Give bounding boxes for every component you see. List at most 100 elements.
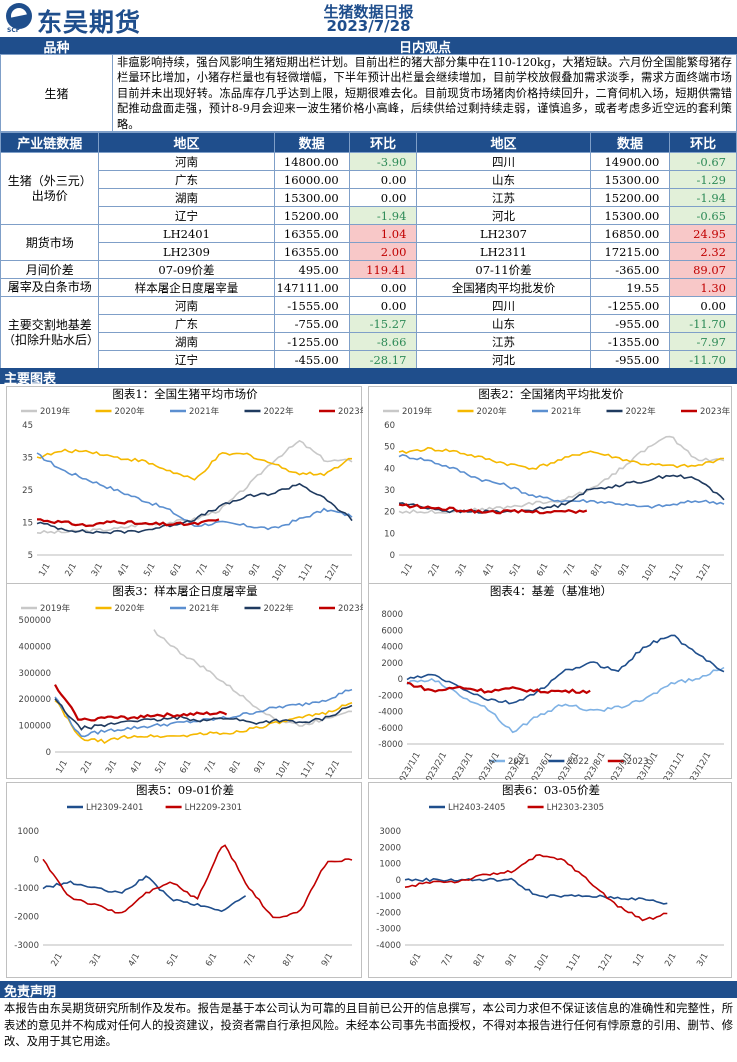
y-tick-label: 2000 <box>381 659 403 669</box>
legend-label: 2020年 <box>477 406 508 417</box>
table-value-cell: 17215.00 <box>589 242 671 261</box>
y-tick-label: 45 <box>22 421 33 431</box>
x-tick-label: 7/1 <box>440 952 456 969</box>
table-change-cell: 0.00 <box>348 296 418 315</box>
x-tick-label: 3/1 <box>88 952 104 969</box>
chart-title: 图表2：全国猪肉平均批发价 <box>478 387 624 401</box>
x-tick-label: 1/1 <box>54 759 70 776</box>
table-header-cell: 环比 <box>348 132 418 153</box>
y-tick-label: 1000 <box>379 860 401 870</box>
y-tick-label: 1000 <box>17 827 39 837</box>
table-region-cell: 样本屠企日度屠宰量 <box>98 278 275 297</box>
y-tick-label: -4000 <box>378 708 403 718</box>
view-header-bar: 品种 日内观点 <box>0 37 737 56</box>
table-region-cell: 广东 <box>98 170 275 189</box>
y-tick-label: -6000 <box>378 724 403 734</box>
x-tick-label: 11/1 <box>299 759 317 781</box>
table-group-label: 期货市场 <box>0 224 100 261</box>
chart-title: 图表1：全国生猪平均市场价 <box>112 387 258 401</box>
table-header-cell: 环比 <box>669 132 737 153</box>
table-value-cell: -1255.00 <box>589 296 671 315</box>
table-region-cell: 辽宁 <box>98 206 275 225</box>
table-region-cell: 湖南 <box>98 332 275 351</box>
y-tick-label: 300000 <box>19 669 51 679</box>
table-change-cell: 89.07 <box>669 260 737 279</box>
table-change-cell: -7.97 <box>669 332 737 351</box>
x-tick-label: 8/1 <box>228 759 244 776</box>
table-row: 主要交割地基差（扣除升贴水后） 河南 -1555.00 0.00 四川 -1255.00 0… <box>0 296 737 369</box>
x-tick-label: 1/1 <box>400 562 416 579</box>
table-change-cell: 0.00 <box>669 296 737 315</box>
table-header-cell: 地区 <box>98 132 275 153</box>
view-text: 非瘟影响持续，强台风影响生猪短期出栏计划。目前出栏的猪大部分集中在110-120… <box>112 54 737 132</box>
table-region-cell: 河北 <box>416 206 591 225</box>
series-line <box>42 844 353 919</box>
table-region-cell: 河南 <box>98 152 275 171</box>
chart-title: 图表5：09-01价差 <box>136 783 234 797</box>
table-value-cell: -365.00 <box>589 260 671 279</box>
series-line <box>54 699 353 745</box>
legend-label: LH2303-2305 <box>547 803 604 813</box>
table-header-cell: 产业链数据 <box>0 132 100 153</box>
x-tick-label: 11/1 <box>297 562 315 584</box>
series-line <box>398 446 724 470</box>
table-region-cell: 山东 <box>416 170 591 189</box>
x-tick-label: 5/1 <box>508 562 524 579</box>
report-date: 2023/7/28 <box>326 17 411 35</box>
table-row: 屠宰及白条市场 样本屠企日度屠宰量 147111.00 0.00 全国猪肉平均批发价 19… <box>0 278 737 297</box>
x-tick-label: 4/1 <box>481 562 497 579</box>
table-value-cell: 15200.00 <box>589 188 671 207</box>
y-tick-label: 0 <box>398 675 403 685</box>
table-region-cell: LH2307 <box>416 224 591 243</box>
y-tick-label: 0 <box>396 876 401 886</box>
legend-label: 2023年 <box>700 406 731 417</box>
y-tick-label: -2000 <box>376 908 401 918</box>
logo-sub: SCF <box>7 27 20 34</box>
report-header: SCF 东吴期货 生猪数据日报 2023/7/28 <box>0 0 737 37</box>
table-change-cell: -0.65 <box>669 206 737 225</box>
y-tick-label: 15 <box>22 519 33 529</box>
y-tick-label: -2000 <box>378 691 403 701</box>
y-tick-label: 4000 <box>381 643 403 653</box>
disclaimer-text: 本报告由东吴期货研究所制作及发布。报告是基于本公司认为可靠的且目前已公开的信息撰… <box>4 1002 733 1048</box>
table-change-cell: -8.66 <box>348 332 418 351</box>
table-change-cell: -0.67 <box>669 152 737 171</box>
series-line <box>54 698 353 731</box>
y-tick-label: 500000 <box>19 616 51 626</box>
table-value-cell: -755.00 <box>273 314 350 333</box>
y-tick-label: 0 <box>390 551 395 561</box>
x-tick-label: 12/1 <box>323 562 341 584</box>
table-change-cell: 2.00 <box>348 242 418 261</box>
table-value-cell: -1555.00 <box>273 296 350 315</box>
table-region-cell: 四川 <box>416 152 591 171</box>
chart-2: 图表2：全国猪肉平均批发价 2019年 2020年 2021年 2022年 2023年 0 1… <box>368 386 732 586</box>
x-tick-label: 6/1 <box>535 562 551 579</box>
legend-label: LH2209-2301 <box>185 803 242 813</box>
table-value-cell: 495.00 <box>273 260 350 279</box>
legend-label: 2021年 <box>551 406 582 417</box>
table-header-cell: 数据 <box>589 132 671 153</box>
x-tick-label: 6/1 <box>178 759 194 776</box>
table-region-cell: 07-09价差 <box>98 260 275 279</box>
x-tick-label: 2023/1/1 <box>395 751 423 781</box>
table-row: 湖南 -1255.00 -8.66 江苏 -1355.00 -7.97 <box>1 332 737 351</box>
y-tick-label: -1000 <box>376 892 401 902</box>
table-change-cell: -1.94 <box>669 188 737 207</box>
x-tick-label: 4/1 <box>127 952 143 969</box>
x-tick-label: 9/1 <box>247 562 263 579</box>
series-line <box>42 875 247 913</box>
x-tick-label: 6/1 <box>168 562 184 579</box>
table-value-cell: 147111.00 <box>273 278 350 297</box>
table-value-cell: 16355.00 <box>273 242 350 261</box>
table-header-cell: 数据 <box>273 132 350 153</box>
table-change-cell: -11.70 <box>669 314 737 333</box>
chart-5: 图表5：09-01价差 LH2309-2401 LH2209-2301 -3000 -2… <box>6 782 362 978</box>
table-row: 广东 -755.00 -15.27 山东 -955.00 -11.70 <box>1 314 737 333</box>
series-line <box>398 453 725 509</box>
legend-label: 2019年 <box>40 406 71 417</box>
series-line <box>36 452 353 531</box>
x-tick-label: 1/1 <box>37 562 53 579</box>
y-tick-label: 0 <box>46 748 51 758</box>
x-tick-label: 5/1 <box>142 562 158 579</box>
chart-1: 图表1：全国生猪平均市场价2019年2020年2021年2022年2023年51… <box>6 386 369 586</box>
